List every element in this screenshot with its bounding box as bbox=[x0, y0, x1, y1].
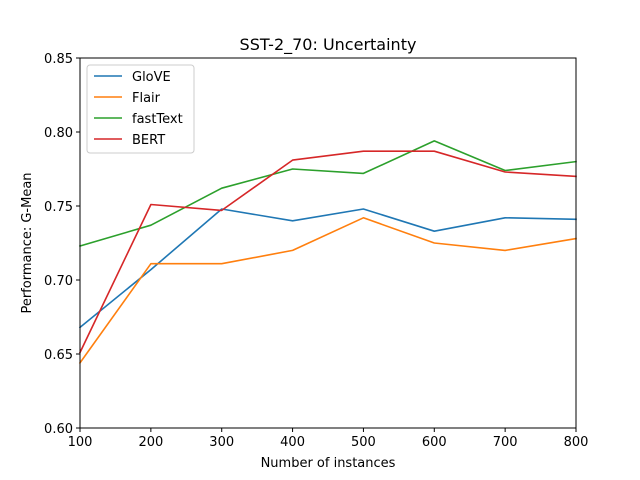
plot-lines bbox=[78, 140, 577, 365]
y-tick-label: 0.75 bbox=[44, 200, 73, 215]
x-tick-label: 400 bbox=[280, 435, 305, 450]
y-tick-label: 0.60 bbox=[44, 422, 73, 437]
y-axis-label: Performance: G-Mean bbox=[20, 172, 35, 313]
legend-box bbox=[86, 64, 195, 154]
x-tick-label: 300 bbox=[209, 435, 234, 450]
y-axis: 0.60 0.65 0.70 0.75 0.80 0.85 bbox=[44, 52, 80, 437]
series-line-fasttext bbox=[79, 140, 577, 247]
x-axis: 100 200 300 400 500 600 700 800 bbox=[68, 428, 589, 450]
series-line-glove bbox=[78, 208, 577, 329]
x-tick-label: 600 bbox=[422, 435, 447, 450]
legend: GloVE Flair fastText BERT bbox=[86, 64, 195, 154]
x-tick-label: 100 bbox=[68, 435, 93, 450]
y-tick-label: 0.80 bbox=[44, 126, 73, 141]
x-tick-label: 700 bbox=[493, 435, 518, 450]
legend-label-fasttext: fastText bbox=[132, 112, 183, 127]
y-tick-label: 0.65 bbox=[44, 348, 73, 363]
y-tick-label: 0.85 bbox=[44, 52, 73, 67]
legend-label-bert: BERT bbox=[132, 133, 165, 148]
x-tick-label: 800 bbox=[564, 435, 589, 450]
y-tick-label: 0.70 bbox=[44, 274, 73, 289]
series-line-bert bbox=[78, 150, 577, 354]
legend-label-flair: Flair bbox=[132, 91, 161, 106]
chart-title: SST-2_70: Uncertainty bbox=[240, 35, 417, 55]
x-tick-label: 500 bbox=[351, 435, 376, 450]
plot-frame bbox=[79, 57, 577, 429]
series-line-flair bbox=[78, 217, 577, 365]
x-tick-label: 200 bbox=[138, 435, 163, 450]
legend-label-glove: GloVE bbox=[132, 70, 171, 85]
x-axis-label: Number of instances bbox=[261, 456, 396, 471]
